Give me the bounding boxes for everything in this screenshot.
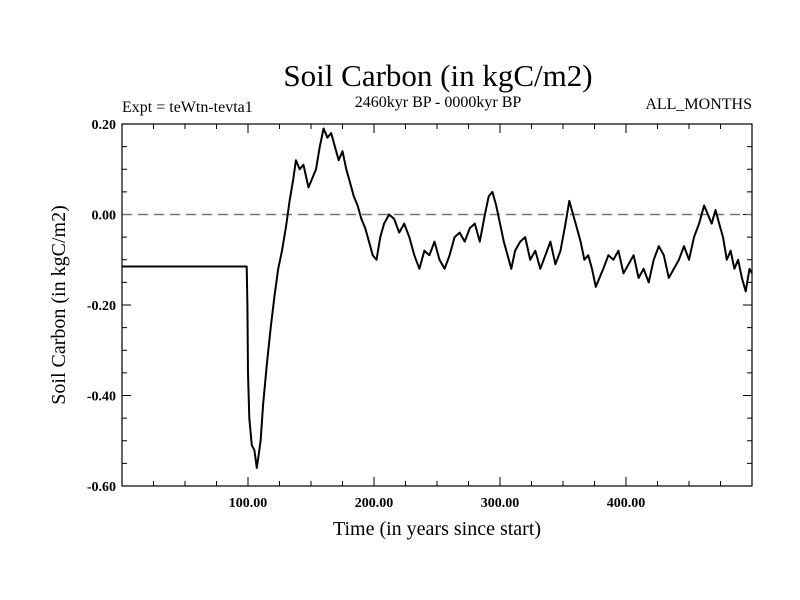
soil-carbon-series-line — [122, 127, 753, 469]
y-tick-label: -0.20 — [87, 299, 116, 314]
x-axis-title: Time (in years since start) — [333, 518, 541, 540]
axis-tick-labels: 100.00 200.00 300.00 400.00 0.20 0.00 -0.20 -0.… — [87, 118, 645, 511]
x-tick-label: 200.00 — [355, 496, 394, 511]
x-tick-label: 300.00 — [481, 496, 520, 511]
months-annotation: ALL_MONTHS — [645, 96, 752, 113]
experiment-annotation: Expt = teWtn-tevta1 — [122, 99, 253, 116]
chart-title: Soil Carbon (in kgC/m2) — [283, 58, 592, 93]
plot-frame — [121, 123, 753, 487]
y-tick-label: -0.40 — [87, 390, 116, 405]
y-axis-title: Soil Carbon (in kgC/m2) — [48, 205, 70, 404]
x-tick-label: 400.00 — [607, 496, 646, 511]
y-tick-label: 0.20 — [92, 118, 117, 133]
y-tick-label: -0.60 — [87, 480, 116, 495]
x-tick-label: 100.00 — [229, 496, 268, 511]
y-tick-label: 0.00 — [92, 209, 117, 224]
axis-ticks — [122, 124, 752, 486]
chart-subtitle: 2460kyr BP - 0000kyr BP — [355, 94, 522, 111]
